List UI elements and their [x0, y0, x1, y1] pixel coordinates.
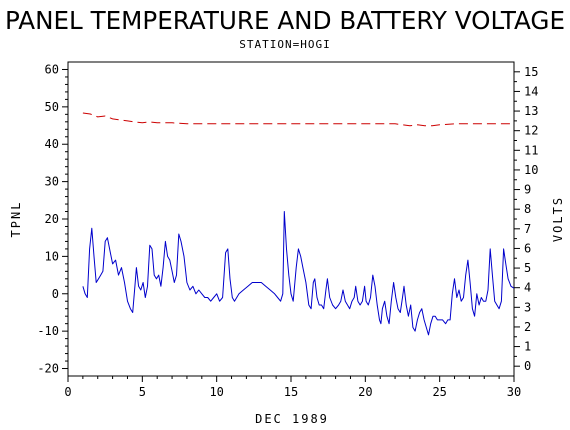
y-right-tick-label: 4: [524, 281, 531, 295]
plot-frame: [67, 61, 515, 377]
y-right-tick-label: 2: [524, 320, 531, 334]
y-right-tick-label: 12: [524, 124, 538, 138]
x-tick-label: 30: [507, 385, 521, 399]
y-axis-right-label: VOLTS: [551, 196, 565, 242]
y-right-tick-label: 8: [524, 202, 531, 216]
y-right-tick-label: 13: [524, 104, 538, 118]
x-axis: 0 5 10 15 20 25 30: [64, 376, 521, 399]
y-left-tick-label: 60: [45, 62, 59, 76]
y-left-tick-label: 20: [45, 212, 59, 226]
y-axis-left-label: TPNL: [9, 201, 23, 238]
y-left-tick-label: -10: [37, 324, 59, 338]
y-left-tick-label: 10: [45, 249, 59, 263]
y-left-tick-label: 50: [45, 100, 59, 114]
panel-temperature-line: [82, 211, 515, 336]
y-right-tick-label: 3: [524, 300, 531, 314]
chart-subtitle: STATION=HOGI: [239, 38, 330, 51]
y-left-tick-label: 30: [45, 175, 59, 189]
series-layer: [82, 112, 515, 336]
y-right-tick-label: 9: [524, 183, 531, 197]
battery-voltage-line: [82, 112, 514, 127]
y-right-tick-label: 14: [524, 84, 538, 98]
y-axis-left: -20 -10 0 10 20 30 40 50 60: [37, 62, 68, 376]
y-left-tick-label: 0: [52, 287, 59, 301]
x-tick-label: 0: [64, 385, 71, 399]
y-right-tick-label: 7: [524, 222, 531, 236]
x-axis-label: DEC 1989: [255, 412, 329, 426]
x-tick-label: 10: [209, 385, 223, 399]
y-right-tick-label: 1: [524, 340, 531, 354]
y-right-tick-label: 0: [524, 359, 531, 373]
y-right-tick-label: 10: [524, 163, 538, 177]
y-right-tick-label: 5: [524, 261, 531, 275]
y-right-tick-label: 15: [524, 65, 538, 79]
y-right-tick-label: 6: [524, 241, 531, 255]
chart-title: PANEL TEMPERATURE AND BATTERY VOLTAGE: [5, 6, 565, 35]
x-tick-label: 15: [284, 385, 298, 399]
y-left-tick-label: 40: [45, 137, 59, 151]
x-tick-label: 25: [432, 385, 446, 399]
y-left-tick-label: -20: [37, 362, 59, 376]
x-tick-label: 20: [358, 385, 372, 399]
y-right-tick-label: 11: [524, 143, 538, 157]
x-tick-label: 5: [139, 385, 146, 399]
